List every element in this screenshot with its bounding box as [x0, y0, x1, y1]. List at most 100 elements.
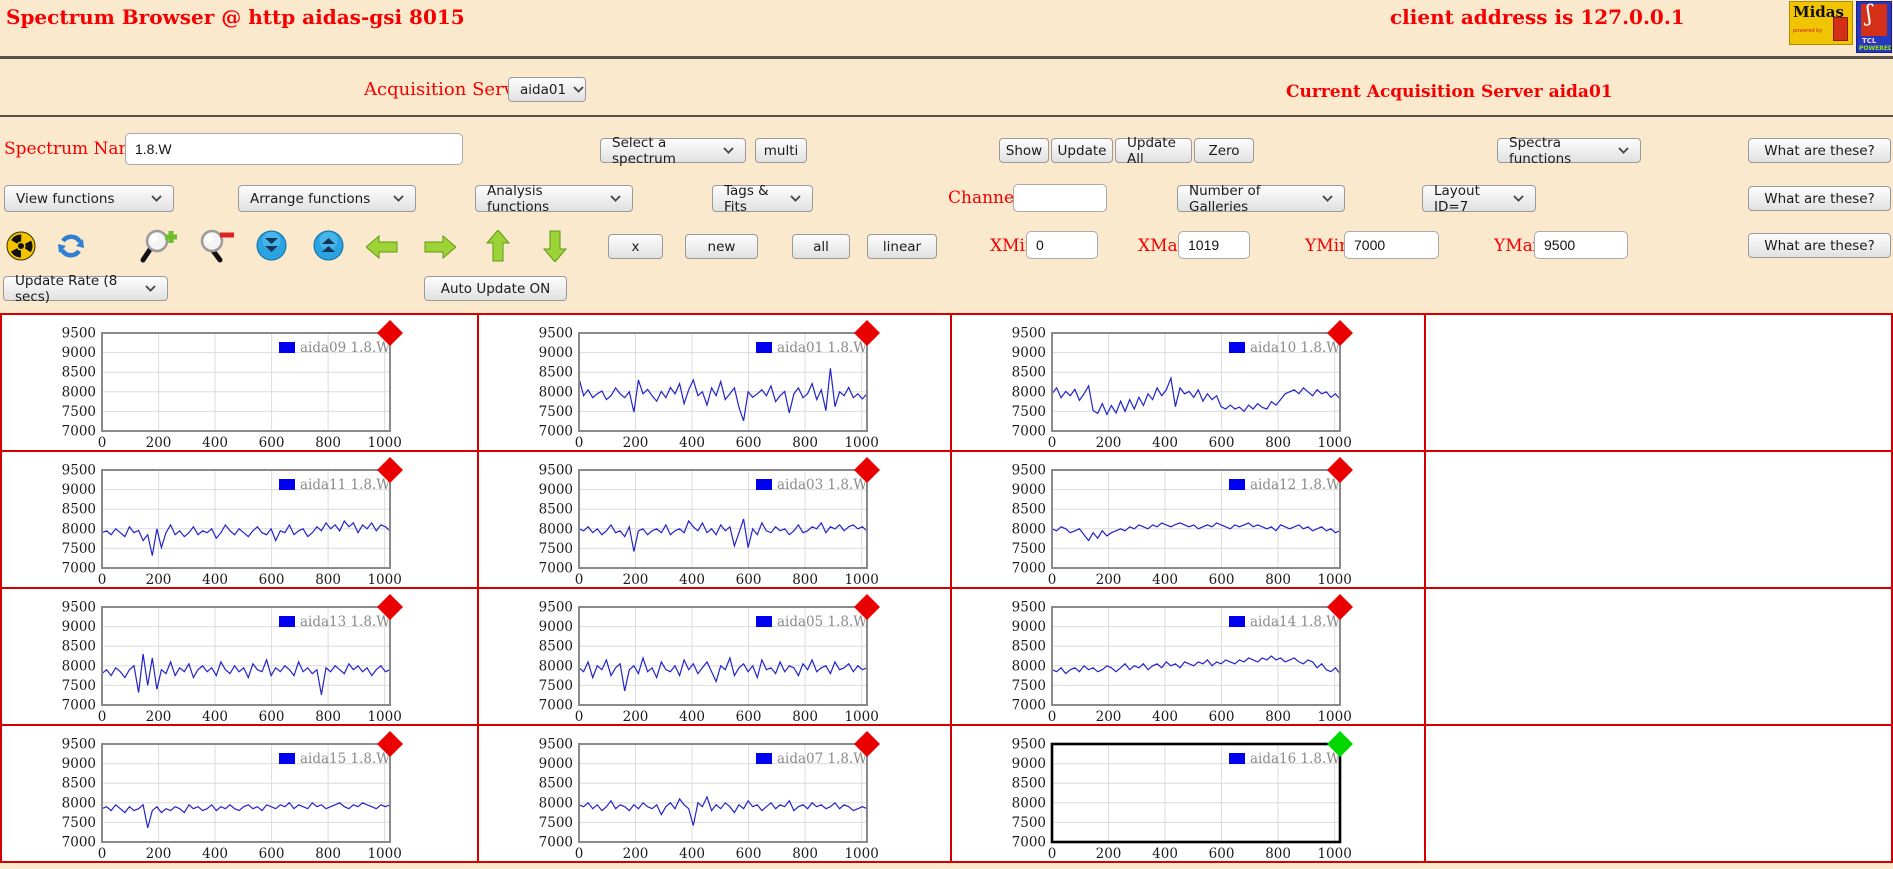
zoom-out-icon[interactable] — [198, 229, 236, 263]
what-are-these-button-3[interactable]: What are these? — [1748, 233, 1891, 258]
gallery-cell-aida01[interactable]: 7000 7500 8000 8500 9000 9500 0 200 400 600 800 100… — [478, 314, 951, 451]
gallery-cell-aida16[interactable]: 7000 7500 8000 8500 9000 9500 0 200 400 600 800 100… — [951, 725, 1425, 862]
xmax-input[interactable] — [1178, 231, 1250, 259]
all-button[interactable]: all — [792, 234, 850, 259]
red-diamond-status-icon[interactable] — [1327, 320, 1353, 346]
show-button[interactable]: Show — [999, 138, 1049, 163]
scroll-up-icon[interactable] — [313, 230, 344, 261]
arrow-left-icon[interactable] — [366, 235, 398, 259]
layout-id-dropdown[interactable]: Layout ID=7 — [1422, 183, 1536, 215]
x-tick-label: 0 — [575, 435, 584, 451]
y-tick-label: 9000 — [1012, 756, 1046, 772]
red-diamond-status-icon[interactable] — [377, 731, 403, 757]
auto-update-button[interactable]: Auto Update ON — [424, 276, 567, 301]
gallery-cell-aida14[interactable]: 7000 7500 8000 8500 9000 9500 0 200 400 600 800 100… — [951, 588, 1425, 725]
legend-swatch — [1229, 753, 1245, 764]
zoom-in-icon[interactable] — [140, 229, 178, 263]
tags-fits-dropdown[interactable]: Tags & Fits — [712, 183, 813, 215]
spectrum-chart-aida15[interactable]: 7000 7500 8000 8500 9000 9500 0 200 400 600 800 100… — [2, 726, 472, 862]
spectrum-chart-aida10[interactable]: 7000 7500 8000 8500 9000 9500 0 200 400 600 800 100… — [952, 315, 1422, 451]
spectrum-chart-aida14[interactable]: 7000 7500 8000 8500 9000 9500 0 200 400 600 800 100… — [952, 589, 1422, 725]
x-tick-label: 1000 — [367, 572, 401, 588]
green-diamond-status-icon[interactable] — [1327, 731, 1353, 757]
y-tick-label: 9000 — [539, 756, 573, 772]
y-tick-label: 8000 — [1012, 795, 1046, 811]
red-diamond-status-icon[interactable] — [377, 457, 403, 483]
channel-input[interactable] — [1013, 184, 1107, 212]
view-functions-dropdown[interactable]: View functions — [4, 185, 174, 212]
x-tick-label: 600 — [736, 846, 762, 862]
red-diamond-status-icon[interactable] — [854, 457, 880, 483]
linear-button[interactable]: linear — [867, 234, 937, 259]
y-tick-label: 8500 — [1012, 639, 1046, 655]
y-tick-label: 8500 — [1012, 776, 1046, 792]
y-tick-label: 8500 — [62, 639, 96, 655]
spectrum-chart-aida16[interactable]: 7000 7500 8000 8500 9000 9500 0 200 400 600 800 100… — [952, 726, 1422, 862]
y-tick-label: 9500 — [62, 600, 96, 616]
select-spectrum-dropdown[interactable]: Select a spectrum — [600, 135, 746, 167]
red-diamond-status-icon[interactable] — [1327, 457, 1353, 483]
multi-button[interactable]: multi — [755, 138, 807, 163]
tcl-name: TCL — [1862, 37, 1877, 45]
spectrum-chart-aida12[interactable]: 7000 7500 8000 8500 9000 9500 0 200 400 600 800 100… — [952, 452, 1422, 588]
new-button[interactable]: new — [685, 234, 758, 259]
update-button[interactable]: Update — [1051, 138, 1113, 163]
chevron-down-icon — [145, 285, 156, 292]
spectra-functions-dropdown[interactable]: Spectra functions — [1497, 135, 1641, 167]
arrow-right-icon[interactable] — [424, 235, 456, 259]
x-tick-label: 1000 — [1317, 846, 1351, 862]
radiation-icon[interactable] — [6, 231, 36, 261]
update-rate-dropdown[interactable]: Update Rate (8 secs) — [3, 273, 168, 305]
gallery-cell-aida10[interactable]: 7000 7500 8000 8500 9000 9500 0 200 400 600 800 100… — [951, 314, 1425, 451]
gallery-cell-aida11[interactable]: 7000 7500 8000 8500 9000 9500 0 200 400 600 800 100… — [1, 451, 478, 588]
arrow-up-icon[interactable] — [486, 230, 510, 262]
gallery-cell-aida13[interactable]: 7000 7500 8000 8500 9000 9500 0 200 400 600 800 100… — [1, 588, 478, 725]
gallery-cell-aida07[interactable]: 7000 7500 8000 8500 9000 9500 0 200 400 600 800 100… — [478, 725, 951, 862]
y-tick-label: 7500 — [62, 815, 96, 831]
gallery-cell-aida15[interactable]: 7000 7500 8000 8500 9000 9500 0 200 400 600 800 100… — [1, 725, 478, 862]
spectrum-chart-aida09[interactable]: 7000 7500 8000 8500 9000 9500 0 200 400 600 800 100… — [2, 315, 472, 451]
red-diamond-status-icon[interactable] — [854, 731, 880, 757]
spectrum-chart-aida03[interactable]: 7000 7500 8000 8500 9000 9500 0 200 400 600 800 100… — [479, 452, 949, 588]
y-tick-label: 7500 — [539, 541, 573, 557]
ymin-input[interactable] — [1344, 231, 1439, 259]
y-tick-label: 9500 — [62, 326, 96, 342]
xmin-input[interactable] — [1026, 231, 1098, 259]
gallery-cell-aida12[interactable]: 7000 7500 8000 8500 9000 9500 0 200 400 600 800 100… — [951, 451, 1425, 588]
legend-label: aida16 1.8.W — [1250, 751, 1340, 767]
what-are-these-button-2[interactable]: What are these? — [1748, 186, 1891, 211]
x-tick-label: 200 — [1096, 572, 1122, 588]
gallery-empty-cell — [1425, 314, 1892, 451]
spectrum-chart-aida13[interactable]: 7000 7500 8000 8500 9000 9500 0 200 400 600 800 100… — [2, 589, 472, 725]
x-tick-label: 1000 — [844, 709, 878, 725]
acquisition-server-select[interactable]: aida01 — [508, 77, 586, 102]
ymax-input[interactable] — [1534, 231, 1628, 259]
arrow-down-icon[interactable] — [543, 230, 567, 262]
refresh-icon[interactable] — [56, 231, 86, 261]
what-are-these-button-1[interactable]: What are these? — [1748, 138, 1891, 163]
gallery-cell-aida03[interactable]: 7000 7500 8000 8500 9000 9500 0 200 400 600 800 100… — [478, 451, 951, 588]
number-of-galleries-dropdown[interactable]: Number of Galleries — [1177, 183, 1345, 215]
red-diamond-status-icon[interactable] — [1327, 594, 1353, 620]
analysis-functions-dropdown[interactable]: Analysis functions — [475, 183, 633, 215]
zero-button[interactable]: Zero — [1194, 138, 1254, 163]
spectrum-chart-aida01[interactable]: 7000 7500 8000 8500 9000 9500 0 200 400 600 800 100… — [479, 315, 949, 451]
spectrum-chart-aida05[interactable]: 7000 7500 8000 8500 9000 9500 0 200 400 600 800 100… — [479, 589, 949, 725]
spectrum-chart-aida11[interactable]: 7000 7500 8000 8500 9000 9500 0 200 400 600 800 100… — [2, 452, 472, 588]
red-diamond-status-icon[interactable] — [377, 594, 403, 620]
red-diamond-status-icon[interactable] — [854, 594, 880, 620]
x-tick-label: 400 — [202, 572, 228, 588]
update-rate-label: Update Rate (8 secs) — [15, 272, 118, 305]
x-axis-button[interactable]: x — [608, 234, 663, 259]
x-tick-label: 800 — [1265, 572, 1291, 588]
red-diamond-status-icon[interactable] — [854, 320, 880, 346]
y-tick-label: 7500 — [1012, 815, 1046, 831]
scroll-down-icon[interactable] — [256, 230, 287, 261]
gallery-cell-aida05[interactable]: 7000 7500 8000 8500 9000 9500 0 200 400 600 800 100… — [478, 588, 951, 725]
spectrum-name-input[interactable] — [125, 133, 463, 165]
gallery-cell-aida09[interactable]: 7000 7500 8000 8500 9000 9500 0 200 400 600 800 100… — [1, 314, 478, 451]
arrange-functions-dropdown[interactable]: Arrange functions — [238, 185, 416, 212]
update-all-button[interactable]: Update All — [1115, 135, 1192, 167]
red-diamond-status-icon[interactable] — [377, 320, 403, 346]
spectrum-chart-aida07[interactable]: 7000 7500 8000 8500 9000 9500 0 200 400 600 800 100… — [479, 726, 949, 862]
